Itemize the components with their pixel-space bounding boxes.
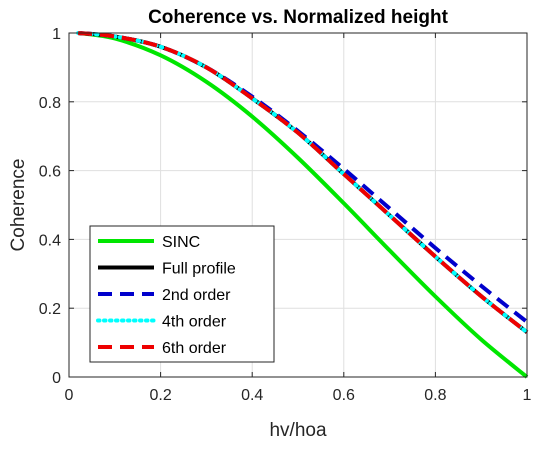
axis-ticks: 0 0.2 0.4 0.6 0.8 1 0 0.2 0.4 0.6 0.8 1 (39, 26, 532, 404)
chart-title: Coherence vs. Normalized height (148, 7, 449, 28)
series-line-6th-order (77, 31, 529, 334)
y-tick-label: 0.8 (39, 95, 61, 112)
x-tick-label: 0.2 (149, 387, 171, 404)
y-tick-label: 1 (52, 26, 61, 43)
y-tick-label: 0.4 (39, 232, 61, 249)
axes-box (68, 32, 528, 378)
series-line-sinc (77, 31, 529, 379)
x-tick-label: 0.4 (241, 387, 263, 404)
x-axis-label: hv/hoa (269, 420, 326, 441)
x-tick-label: 1 (523, 387, 532, 404)
legend-label-full-profile: Full profile (162, 261, 236, 278)
x-tick-label: 0 (65, 387, 74, 404)
y-tick-label: 0 (52, 370, 61, 387)
y-tick-label: 0.6 (39, 164, 61, 181)
legend-label-4th-order: 4th order (162, 314, 227, 331)
legend-label-2nd-order: 2nd order (162, 287, 231, 304)
series-lines (76, 31, 529, 379)
y-axis-label: Coherence (8, 159, 29, 252)
legend-label-6th-order: 6th order (162, 340, 227, 357)
x-tick-label: 0.6 (333, 387, 355, 404)
legend-label-sinc: SINC (162, 234, 200, 251)
x-tick-label: 0.8 (424, 387, 446, 404)
legend: SINC Full profile 2nd order 4th order 6th or… (89, 225, 275, 363)
y-tick-label: 0.2 (39, 301, 61, 318)
